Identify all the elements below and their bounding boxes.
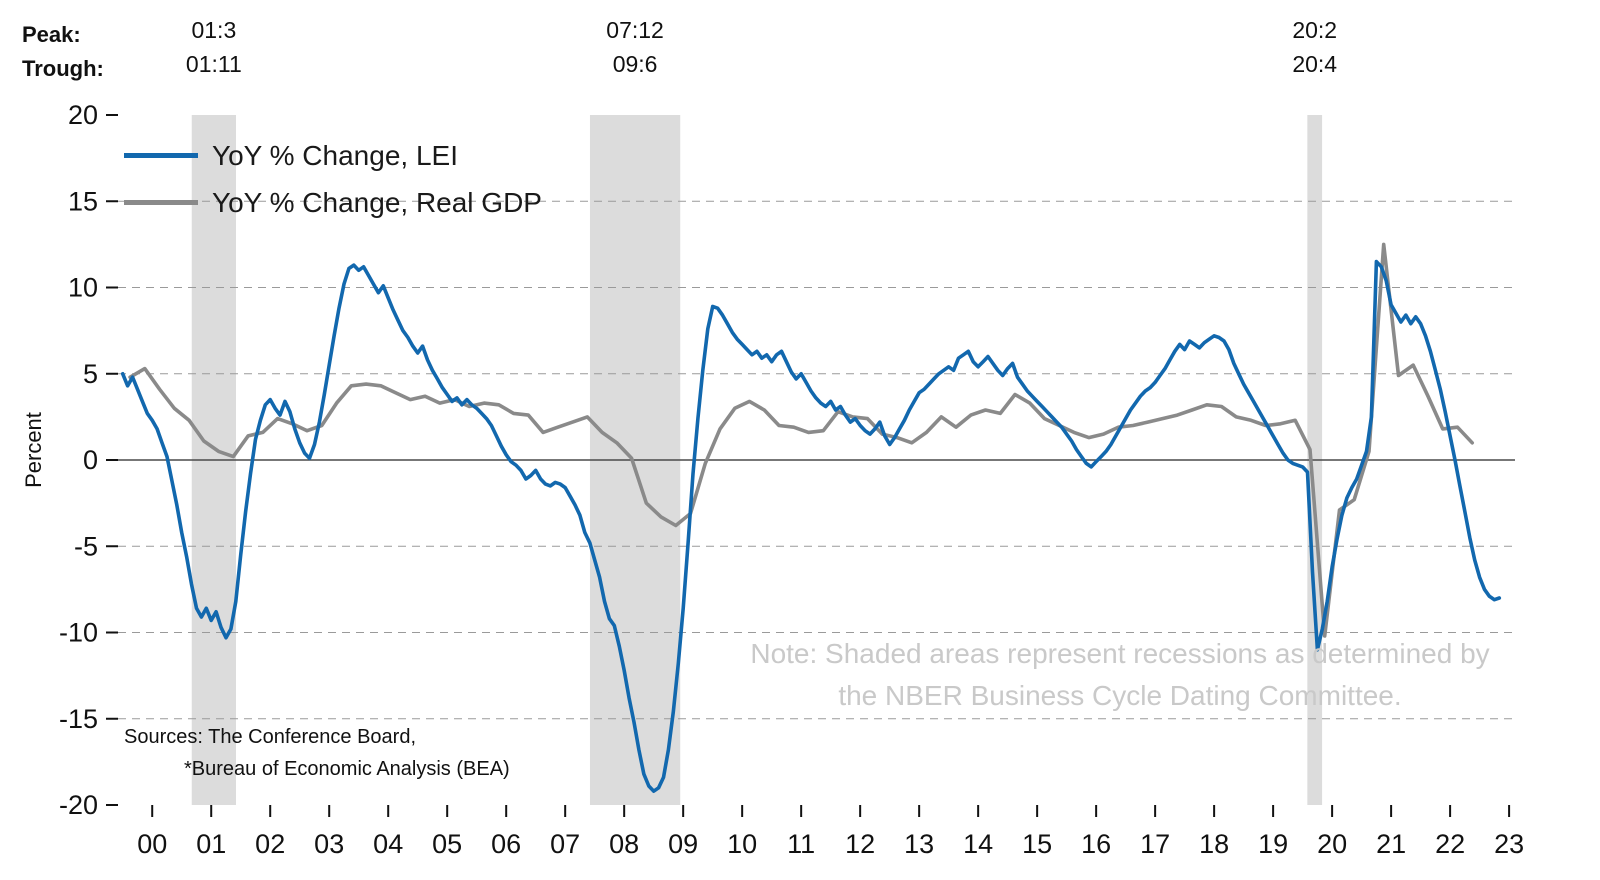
axis-tick-label: 18 bbox=[1199, 829, 1229, 859]
series-line-gdp bbox=[128, 242, 1474, 638]
legend-item-lei: YoY % Change, LEI bbox=[124, 132, 542, 179]
axis-tick-label: -20 bbox=[59, 790, 98, 820]
axis-tick-label: 20:2 bbox=[1292, 17, 1337, 43]
axis-tick-label: 01:3 bbox=[191, 17, 236, 43]
axis-tick-label: 06 bbox=[491, 829, 521, 859]
axis-tick-label: 16 bbox=[1081, 829, 1111, 859]
recession-note-line2: the NBER Business Cycle Dating Committee… bbox=[838, 680, 1402, 711]
axis-tick-label: 03 bbox=[314, 829, 344, 859]
gdp-line-swatch-icon bbox=[124, 200, 198, 205]
axis-tick-label: -5 bbox=[74, 531, 98, 561]
axis-tick-label: -15 bbox=[59, 704, 98, 734]
axis-tick-label: 09:6 bbox=[613, 51, 658, 77]
axis-tick-label: 05 bbox=[432, 829, 462, 859]
axis-tick-label: 20:4 bbox=[1292, 51, 1337, 77]
axis-tick-label: 20 bbox=[68, 100, 98, 130]
axis-tick-label: 04 bbox=[373, 829, 403, 859]
axis-tick-label: 01 bbox=[196, 829, 226, 859]
axis-tick-label: 12 bbox=[845, 829, 875, 859]
axis-tick-label: 09 bbox=[668, 829, 698, 859]
axis-tick-label: 01:11 bbox=[186, 51, 242, 77]
series-line-lei bbox=[120, 259, 1502, 794]
lei-line-swatch-icon bbox=[124, 153, 198, 158]
axis-tick-label: 0 bbox=[83, 445, 98, 475]
axis-tick-label: 10 bbox=[68, 273, 98, 303]
recession-note-line1: Note: Shaded areas represent recessions … bbox=[750, 638, 1490, 669]
axis-tick-label: 07 bbox=[550, 829, 580, 859]
axis-tick-label: 15 bbox=[1022, 829, 1052, 859]
axis-tick-label: 13 bbox=[904, 829, 934, 859]
axis-tick-label: 17 bbox=[1140, 829, 1170, 859]
legend-label-gdp: YoY % Change, Real GDP bbox=[212, 186, 542, 218]
axis-tick-label: 10 bbox=[727, 829, 757, 859]
axis-tick-label: 5 bbox=[83, 359, 98, 389]
axis-tick-label: 08 bbox=[609, 829, 639, 859]
axis-tick-label: 22 bbox=[1435, 829, 1465, 859]
axis-tick-label: 15 bbox=[68, 186, 98, 216]
axis-tick-label: 00 bbox=[137, 829, 167, 859]
axis-tick-label: 23 bbox=[1494, 829, 1524, 859]
legend-label-lei: YoY % Change, LEI bbox=[212, 139, 458, 171]
axis-tick-label: 07:12 bbox=[606, 17, 664, 43]
axis-tick-label: 20 bbox=[1317, 829, 1347, 859]
axis-tick-label: 19 bbox=[1258, 829, 1288, 859]
recession-note: Note: Shaded areas represent recessions … bbox=[700, 633, 1540, 717]
legend: YoY % Change, LEI YoY % Change, Real GDP bbox=[124, 132, 542, 226]
sources-line1: Sources: The Conference Board, bbox=[124, 726, 417, 748]
trough-row-label: Trough: bbox=[22, 56, 104, 81]
axis-tick-label: 11 bbox=[787, 829, 815, 859]
axis-tick-label: 02 bbox=[255, 829, 285, 859]
axis-tick-label: -10 bbox=[59, 618, 98, 648]
peak-row-label: Peak: bbox=[22, 22, 81, 47]
legend-item-gdp: YoY % Change, Real GDP bbox=[124, 179, 542, 226]
y-axis-title: Percent bbox=[21, 412, 46, 488]
sources-line2: *Bureau of Economic Analysis (BEA) bbox=[184, 758, 510, 780]
axis-tick-label: 14 bbox=[963, 829, 993, 859]
axis-tick-label: 21 bbox=[1376, 829, 1406, 859]
sources: Sources: The Conference Board, *Bureau o… bbox=[124, 726, 510, 781]
